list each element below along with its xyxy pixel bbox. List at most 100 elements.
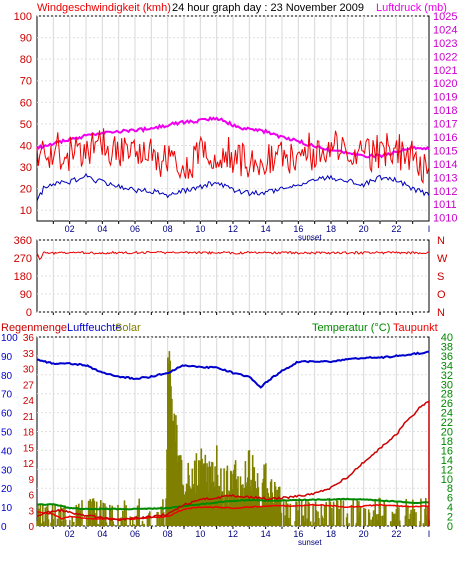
hour-tick-label: 02 — [65, 224, 75, 234]
solar-bar — [45, 508, 47, 527]
compass-tick-label: N — [437, 235, 445, 247]
solar-bar — [408, 519, 410, 526]
solar-bar — [149, 511, 151, 526]
humidity-y-tick-label: 50 — [1, 428, 13, 439]
solar-bar — [352, 500, 354, 526]
solar-bar — [117, 505, 119, 526]
hour-tick-label: 02 — [65, 529, 75, 539]
wind-y-tick-label: 10 — [20, 205, 32, 217]
solar-bar — [299, 498, 301, 526]
solar-bar — [124, 500, 126, 526]
rain-y-tick-label: 33 — [23, 349, 35, 360]
pressure-y-tick-label: 1023 — [433, 38, 457, 50]
solar-bar — [318, 518, 320, 526]
solar-bar — [151, 525, 153, 526]
solar-bar — [392, 514, 394, 526]
humidity-y-tick-label: 100 — [1, 333, 18, 344]
solar-bar — [90, 501, 92, 526]
pressure-y-tick-label: 1019 — [433, 92, 457, 104]
rain-y-tick-label: 18 — [23, 428, 35, 439]
direction-y-tick-label: 270 — [14, 253, 32, 265]
solar-bar — [305, 499, 307, 526]
pressure-y-tick-label: 1012 — [433, 186, 457, 198]
pressure-y-tick-label: 1021 — [433, 65, 457, 77]
hour-tick-label: I — [428, 529, 431, 539]
direction-y-tick-label: 360 — [14, 235, 32, 247]
rain-y-tick-label: 9 — [28, 475, 34, 486]
legend-solar: Solar — [115, 322, 141, 334]
solar-bar — [106, 523, 108, 527]
rain-y-tick-label: 15 — [23, 443, 35, 454]
solar-bar — [157, 512, 159, 526]
solar-bar — [347, 513, 349, 526]
direction-y-tick-label: 180 — [14, 271, 32, 283]
solar-bar — [96, 502, 98, 526]
rain-y-tick-label: 0 — [28, 522, 34, 533]
sunset-label: sunset — [298, 538, 322, 547]
solar-bar — [340, 500, 342, 526]
solar-bar — [380, 516, 382, 526]
solar-bar — [113, 524, 115, 526]
solar-bar — [399, 521, 401, 526]
hour-tick-label: 12 — [228, 529, 238, 539]
pressure-y-tick-label: 1020 — [433, 78, 457, 90]
solar-bar — [310, 521, 312, 526]
hour-tick-label: 18 — [326, 529, 336, 539]
solar-bar — [71, 517, 73, 526]
pressure-y-tick-label: 1022 — [433, 51, 457, 63]
chart-title: 24 hour graph day : 23 November 2009 — [172, 2, 364, 14]
pressure-y-tick-label: 1024 — [433, 24, 457, 36]
solar-bar — [81, 500, 83, 526]
solar-bar — [365, 509, 367, 526]
solar-bar — [57, 519, 59, 526]
solar-bar — [73, 522, 75, 526]
solar-bar — [339, 509, 341, 526]
rain-y-tick-label: 24 — [23, 396, 35, 407]
solar-bar — [143, 524, 145, 526]
rain-y-tick-label: 36 — [23, 333, 35, 344]
hour-tick-label: 20 — [359, 529, 369, 539]
humidity-y-tick-label: 70 — [1, 390, 13, 401]
solar-bar — [65, 520, 67, 526]
hour-tick-label: 04 — [97, 529, 107, 539]
hour-tick-label: 12 — [228, 224, 238, 234]
solar-bar — [53, 519, 55, 526]
rain-y-tick-label: 3 — [28, 506, 34, 517]
solar-bar — [40, 523, 42, 526]
solar-bar — [423, 523, 425, 526]
hour-tick-label: I — [428, 224, 431, 234]
solar-bar — [324, 506, 326, 526]
hour-tick-label: 14 — [261, 529, 271, 539]
solar-bar — [331, 508, 333, 526]
humidity-y-tick-label: 90 — [1, 352, 13, 363]
sunset-label: sunset — [298, 233, 322, 242]
hour-tick-label: 22 — [391, 529, 401, 539]
compass-tick-label: W — [437, 253, 448, 265]
wind-y-tick-label: 20 — [20, 184, 32, 196]
solar-bar — [373, 510, 375, 526]
solar-bar — [410, 510, 412, 526]
solar-bar — [61, 521, 63, 526]
legend-rain: Regenmenge — [1, 322, 67, 334]
solar-bar — [316, 510, 318, 526]
hour-tick-label: 10 — [195, 224, 205, 234]
wind-y-tick-label: 90 — [20, 33, 32, 45]
hour-tick-label: 06 — [130, 529, 140, 539]
humidity-y-tick-label: 40 — [1, 446, 13, 457]
solar-bar — [370, 520, 372, 526]
solar-bar — [382, 516, 384, 526]
solar-bar — [343, 500, 345, 526]
wind-y-tick-label: 50 — [20, 119, 32, 131]
solar-bar — [138, 499, 140, 526]
hour-tick-label: 20 — [359, 224, 369, 234]
solar-bar — [281, 513, 283, 526]
hour-tick-label: 18 — [326, 224, 336, 234]
wind-y-tick-label: 30 — [20, 162, 32, 174]
pressure-y-tick-label: 1018 — [433, 105, 457, 117]
solar-bar — [337, 501, 339, 526]
rain-y-tick-label: 30 — [23, 365, 35, 376]
wind-y-tick-label: 100 — [14, 11, 32, 23]
solar-bar — [301, 500, 303, 526]
solar-bar — [341, 526, 343, 527]
